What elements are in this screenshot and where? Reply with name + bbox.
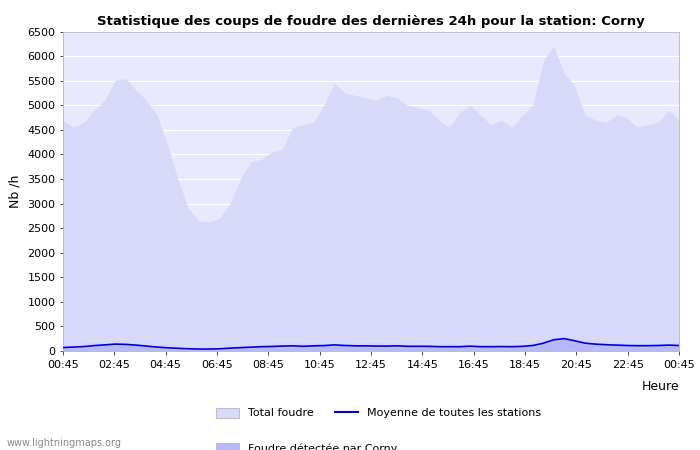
Text: www.lightningmaps.org: www.lightningmaps.org — [7, 438, 122, 448]
Text: Heure: Heure — [641, 380, 679, 393]
Title: Statistique des coups de foudre des dernières 24h pour la station: Corny: Statistique des coups de foudre des dern… — [97, 14, 645, 27]
Y-axis label: Nb /h: Nb /h — [8, 175, 22, 208]
Legend: Foudre détectée par Corny: Foudre détectée par Corny — [216, 443, 397, 450]
